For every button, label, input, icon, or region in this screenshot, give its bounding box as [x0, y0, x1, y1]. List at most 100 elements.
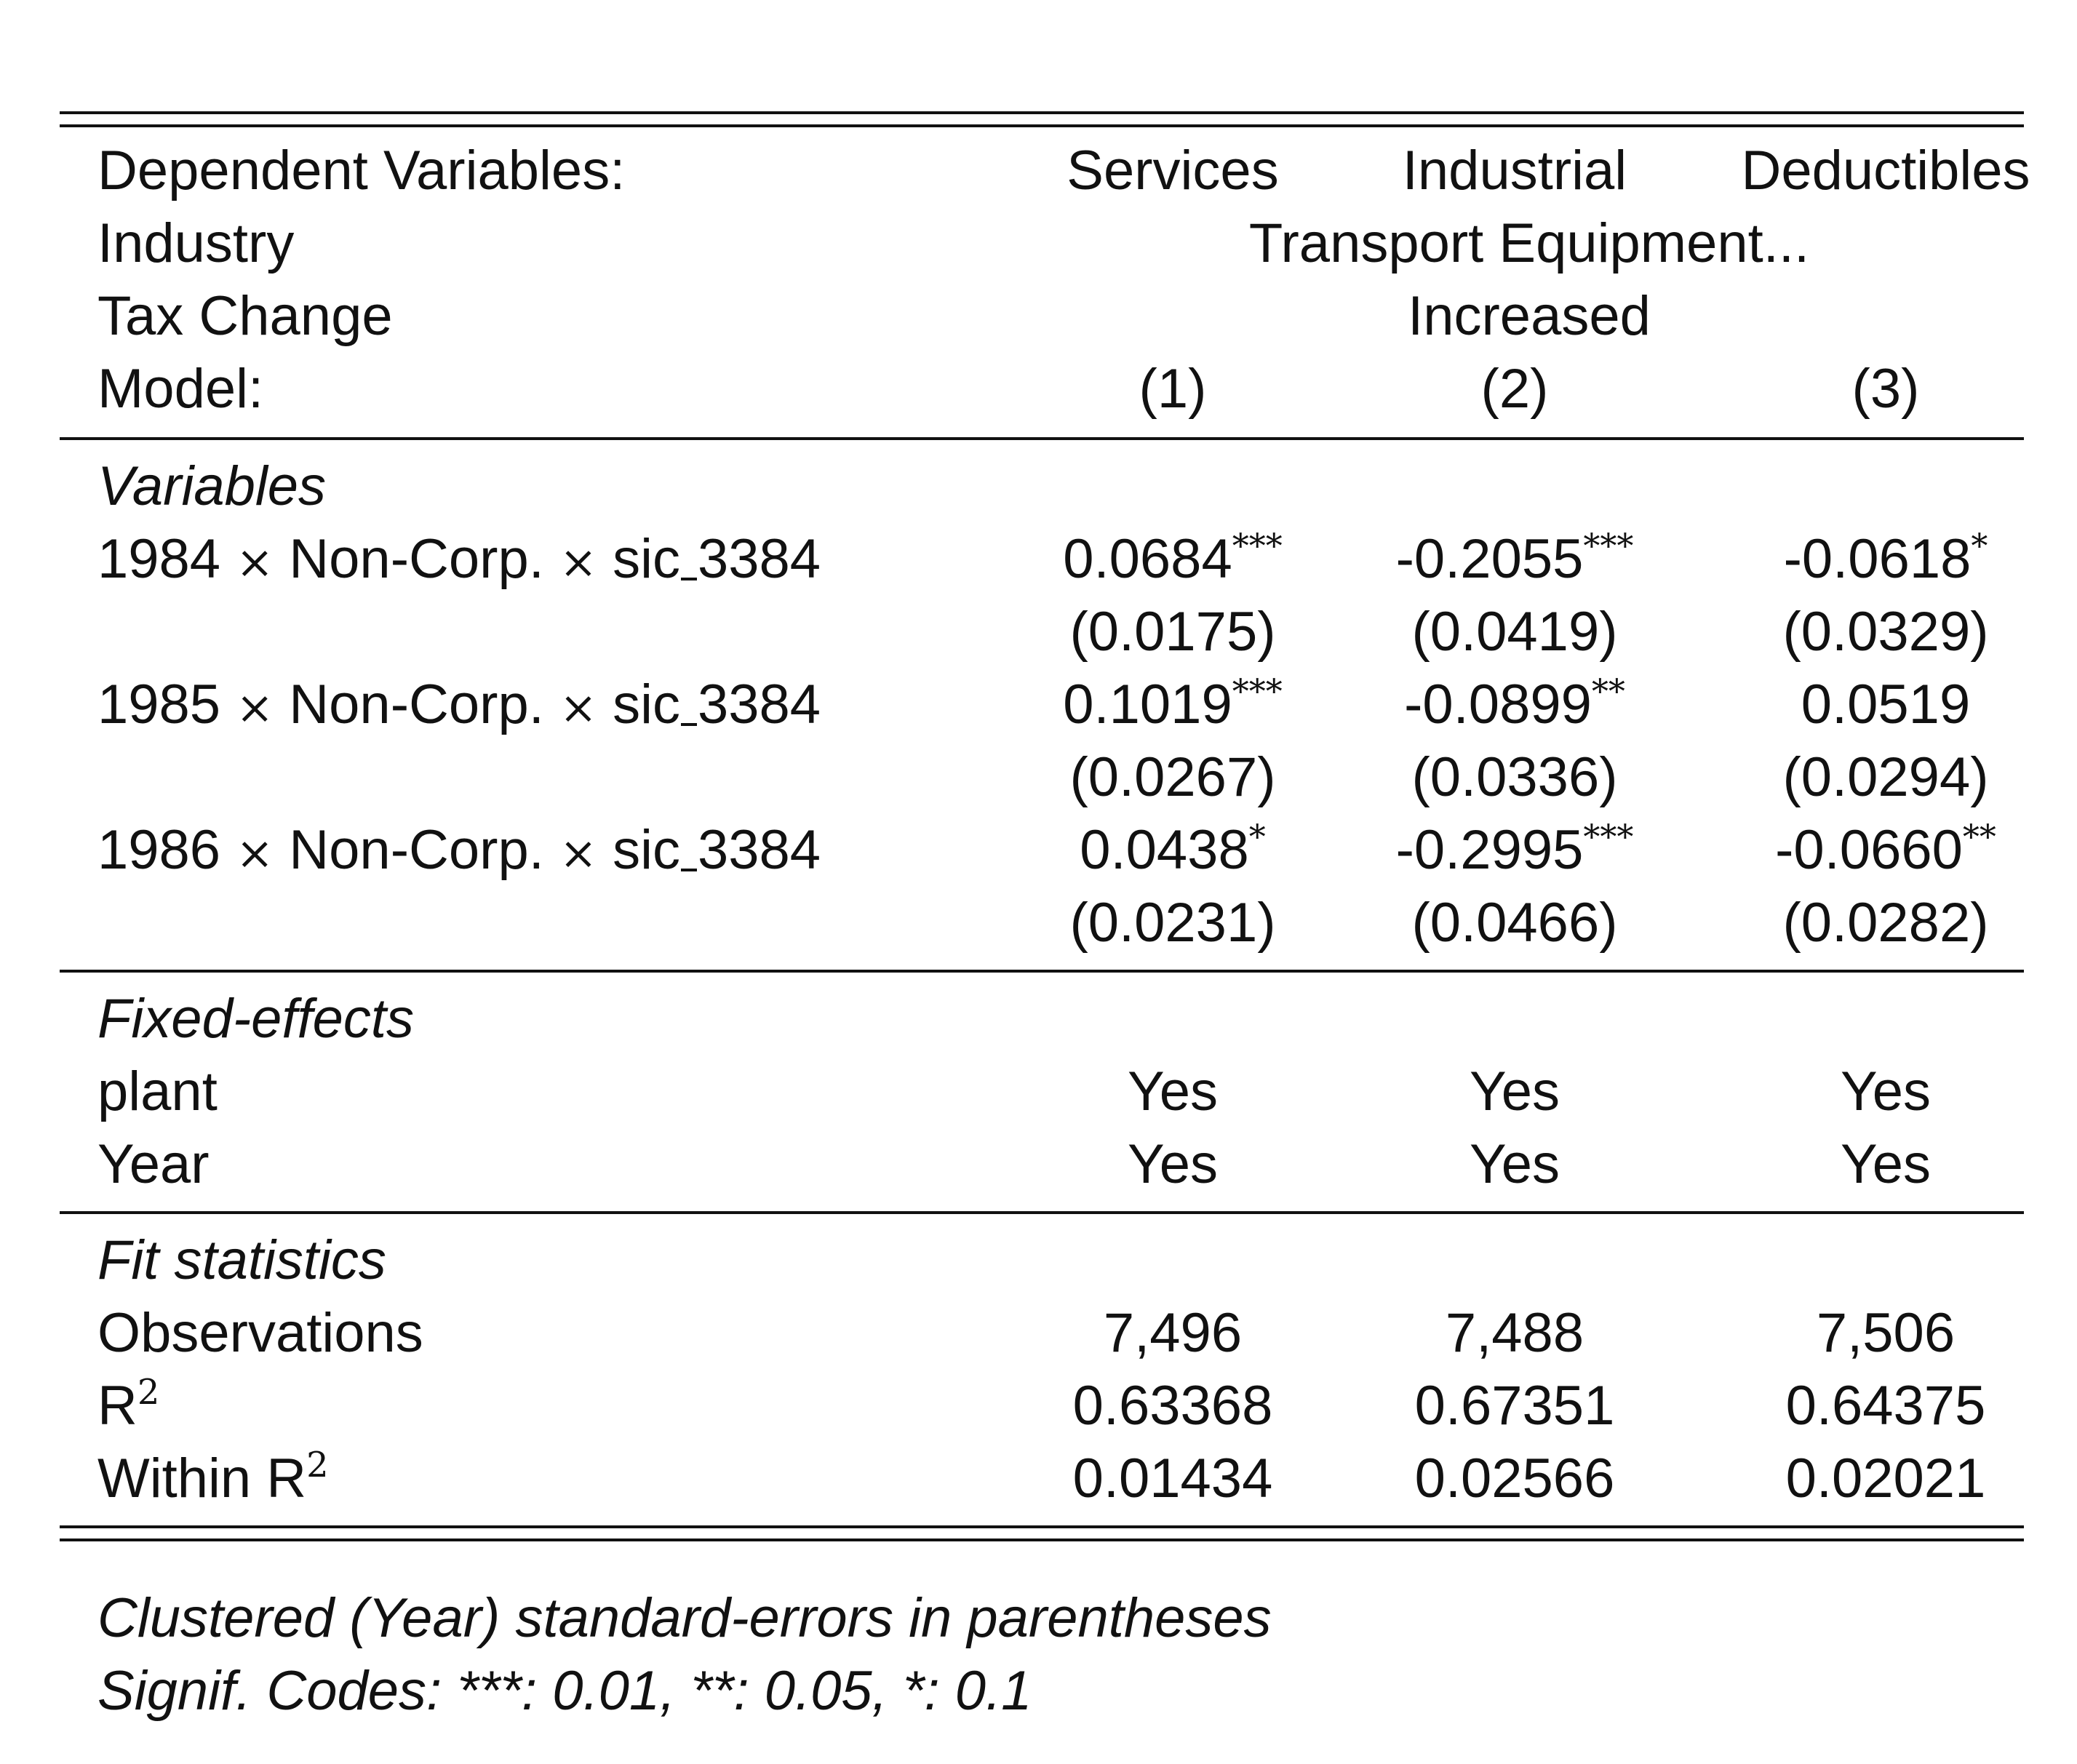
underscore-mark — [680, 869, 697, 871]
underscore-mark — [680, 723, 697, 726]
r2-value: 0.63368 — [1072, 1375, 1273, 1437]
coef-value: 0.1019*** — [984, 669, 1362, 741]
times-symbol: × — [236, 681, 274, 734]
model-2: (2) — [1480, 358, 1549, 420]
regression-table: Dependent Variables: Services Industrial… — [60, 111, 2030, 1541]
standard-error: (0.0329) — [1782, 601, 1989, 663]
coef-year: 1986 — [97, 819, 221, 881]
significance-stars: ** — [1591, 671, 1625, 711]
fe-value: Yes — [1470, 1061, 1560, 1122]
within-r2-row: Within R2 0.01434 0.02566 0.02021 — [60, 1442, 2024, 1515]
coef-number: -0.2055 — [1395, 528, 1584, 590]
underscore-mark — [680, 578, 697, 580]
note-significance-codes: Signif. Codes: ***: 0.01, **: 0.05, *: 0… — [97, 1660, 1032, 1722]
fit-statistics-title-row: Fit statistics — [60, 1224, 2024, 1297]
dep-var-1: Services — [1067, 140, 1279, 201]
fe-value: Yes — [1470, 1133, 1560, 1195]
significance-stars: *** — [1583, 526, 1634, 565]
se-row-1986: (0.0231) (0.0466) (0.0282) — [60, 887, 2024, 959]
coef-number: -0.0899 — [1404, 674, 1592, 735]
dependent-variables-row: Dependent Variables: Services Industrial… — [60, 135, 2030, 207]
standard-error: (0.0466) — [1411, 892, 1618, 954]
times-symbol: × — [559, 826, 597, 879]
table-notes: Clustered (Year) standard-errors in pare… — [97, 1582, 1272, 1728]
observations-value: 7,496 — [1103, 1302, 1243, 1364]
coef-mid: Non-Corp. — [289, 819, 544, 881]
fixed-effects-title-row: Fixed-effects — [60, 983, 2024, 1055]
coef-value: -0.0618* — [1697, 523, 2075, 596]
r2-superscript: 2 — [137, 1372, 160, 1413]
coef-row-1984: 1984 × Non-Corp. × sic 3384 0.0684*** -0.… — [60, 523, 2024, 596]
model-1: (1) — [1139, 358, 1207, 420]
tax-change-label: Tax Change — [97, 285, 393, 347]
significance-stars: * — [1248, 817, 1266, 856]
coef-sic-prefix: sic — [613, 819, 680, 881]
coef-sic-prefix: sic — [613, 528, 680, 590]
within-r2-value: 0.01434 — [1072, 1448, 1273, 1509]
fe-label: Year — [97, 1133, 210, 1195]
dep-var-3: Deductibles — [1741, 140, 2030, 201]
coef-number: -0.0660 — [1775, 819, 1963, 881]
within-r2-value: 0.02021 — [1785, 1448, 1986, 1509]
coef-row-1985: 1985 × Non-Corp. × sic 3384 0.1019*** -0.… — [60, 669, 2024, 741]
note-clustered-se: Clustered (Year) standard-errors in pare… — [97, 1587, 1272, 1649]
within-r2-value: 0.02566 — [1414, 1448, 1615, 1509]
fe-label: plant — [97, 1061, 218, 1122]
fe-value: Yes — [1128, 1061, 1218, 1122]
coef-mid: Non-Corp. — [289, 674, 544, 735]
coef-value: -0.2995*** — [1325, 814, 1704, 887]
coef-year: 1984 — [97, 528, 221, 590]
within-r2-label-text: Within R — [97, 1448, 307, 1509]
coef-number: 0.0684 — [1063, 528, 1232, 590]
coef-value: -0.2055*** — [1325, 523, 1704, 596]
coef-number: 0.1019 — [1063, 674, 1232, 735]
coef-number: 0.0438 — [1080, 819, 1249, 881]
observations-label: Observations — [97, 1302, 423, 1364]
standard-error: (0.0294) — [1782, 746, 1989, 808]
r2-row: R2 0.63368 0.67351 0.64375 — [60, 1370, 2024, 1442]
significance-stars: *** — [1583, 817, 1634, 856]
tax-change-row: Tax Change Increased — [60, 280, 2024, 353]
r2-value: 0.67351 — [1414, 1375, 1615, 1437]
standard-error: (0.0419) — [1411, 601, 1618, 663]
within-r2-label: Within R2 — [97, 1442, 329, 1515]
within-r2-superscript: 2 — [306, 1445, 329, 1485]
top-double-rule — [60, 111, 2024, 127]
industry-label: Industry — [97, 212, 295, 274]
coef-value: -0.0660** — [1697, 814, 2075, 887]
fixed-effects-section-title: Fixed-effects — [97, 988, 415, 1050]
observations-value: 7,488 — [1445, 1302, 1584, 1364]
coef-value: 0.0684*** — [984, 523, 1362, 596]
observations-row: Observations 7,496 7,488 7,506 — [60, 1297, 2024, 1370]
coef-row-1986: 1986 × Non-Corp. × sic 3384 0.0438* -0.29… — [60, 814, 2024, 887]
standard-error: (0.0336) — [1411, 746, 1618, 808]
standard-error: (0.0175) — [1069, 601, 1276, 663]
model-row: Model: (1) (2) (3) — [60, 353, 2024, 426]
times-symbol: × — [559, 681, 597, 734]
fe-value: Yes — [1841, 1061, 1931, 1122]
standard-error: (0.0231) — [1069, 892, 1276, 954]
significance-stars: *** — [1232, 671, 1283, 711]
variables-section-title: Variables — [97, 455, 327, 517]
fe-row-plant: plant Yes Yes Yes — [60, 1055, 2024, 1128]
coef-number: -0.0618 — [1783, 528, 1972, 590]
observations-value: 7,506 — [1816, 1302, 1956, 1364]
coef-label-1984: 1984 × Non-Corp. × sic 3384 — [97, 523, 821, 599]
coef-number: -0.2995 — [1395, 819, 1584, 881]
variables-rule — [60, 970, 2024, 973]
coef-sic-code: 3384 — [697, 528, 821, 590]
se-row-1984: (0.0175) (0.0419) (0.0329) — [60, 596, 2024, 669]
dependent-variables-label: Dependent Variables: — [97, 140, 626, 201]
coef-value: -0.0899** — [1325, 669, 1704, 741]
fixed-effects-rule — [60, 1211, 2024, 1214]
fe-value: Yes — [1841, 1133, 1931, 1195]
standard-error: (0.0267) — [1069, 746, 1276, 808]
coef-value: 0.0519 — [1697, 669, 2075, 741]
coef-value: 0.0438* — [984, 814, 1362, 887]
model-3: (3) — [1851, 358, 1920, 420]
dep-var-2: Industrial — [1402, 140, 1627, 201]
significance-stars: ** — [1962, 817, 1996, 856]
coef-number: 0.0519 — [1801, 674, 1971, 735]
coef-mid: Non-Corp. — [289, 528, 544, 590]
r2-label-text: R — [97, 1375, 137, 1437]
